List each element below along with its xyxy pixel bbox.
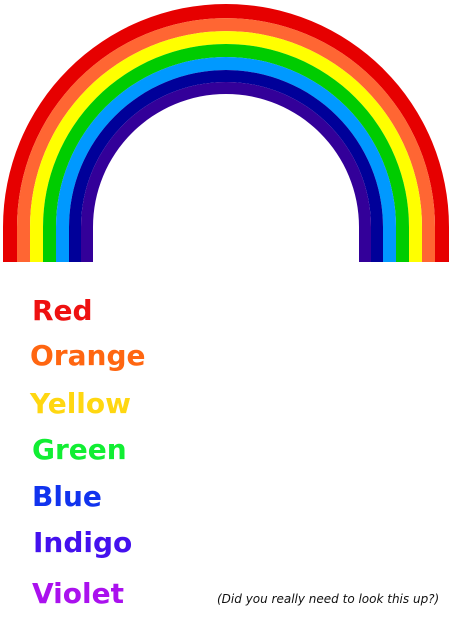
rainbow-illustration: [3, 4, 449, 262]
color-label-red: Red: [32, 294, 93, 327]
color-label-indigo: Indigo: [33, 526, 133, 559]
color-label-orange: Orange: [30, 339, 146, 372]
color-label-yellow: Yellow: [30, 387, 131, 420]
color-label-blue: Blue: [32, 480, 102, 513]
color-label-violet: Violet: [32, 577, 124, 610]
color-label-green: Green: [32, 433, 127, 466]
footnote: (Did you really need to look this up?): [217, 592, 440, 606]
